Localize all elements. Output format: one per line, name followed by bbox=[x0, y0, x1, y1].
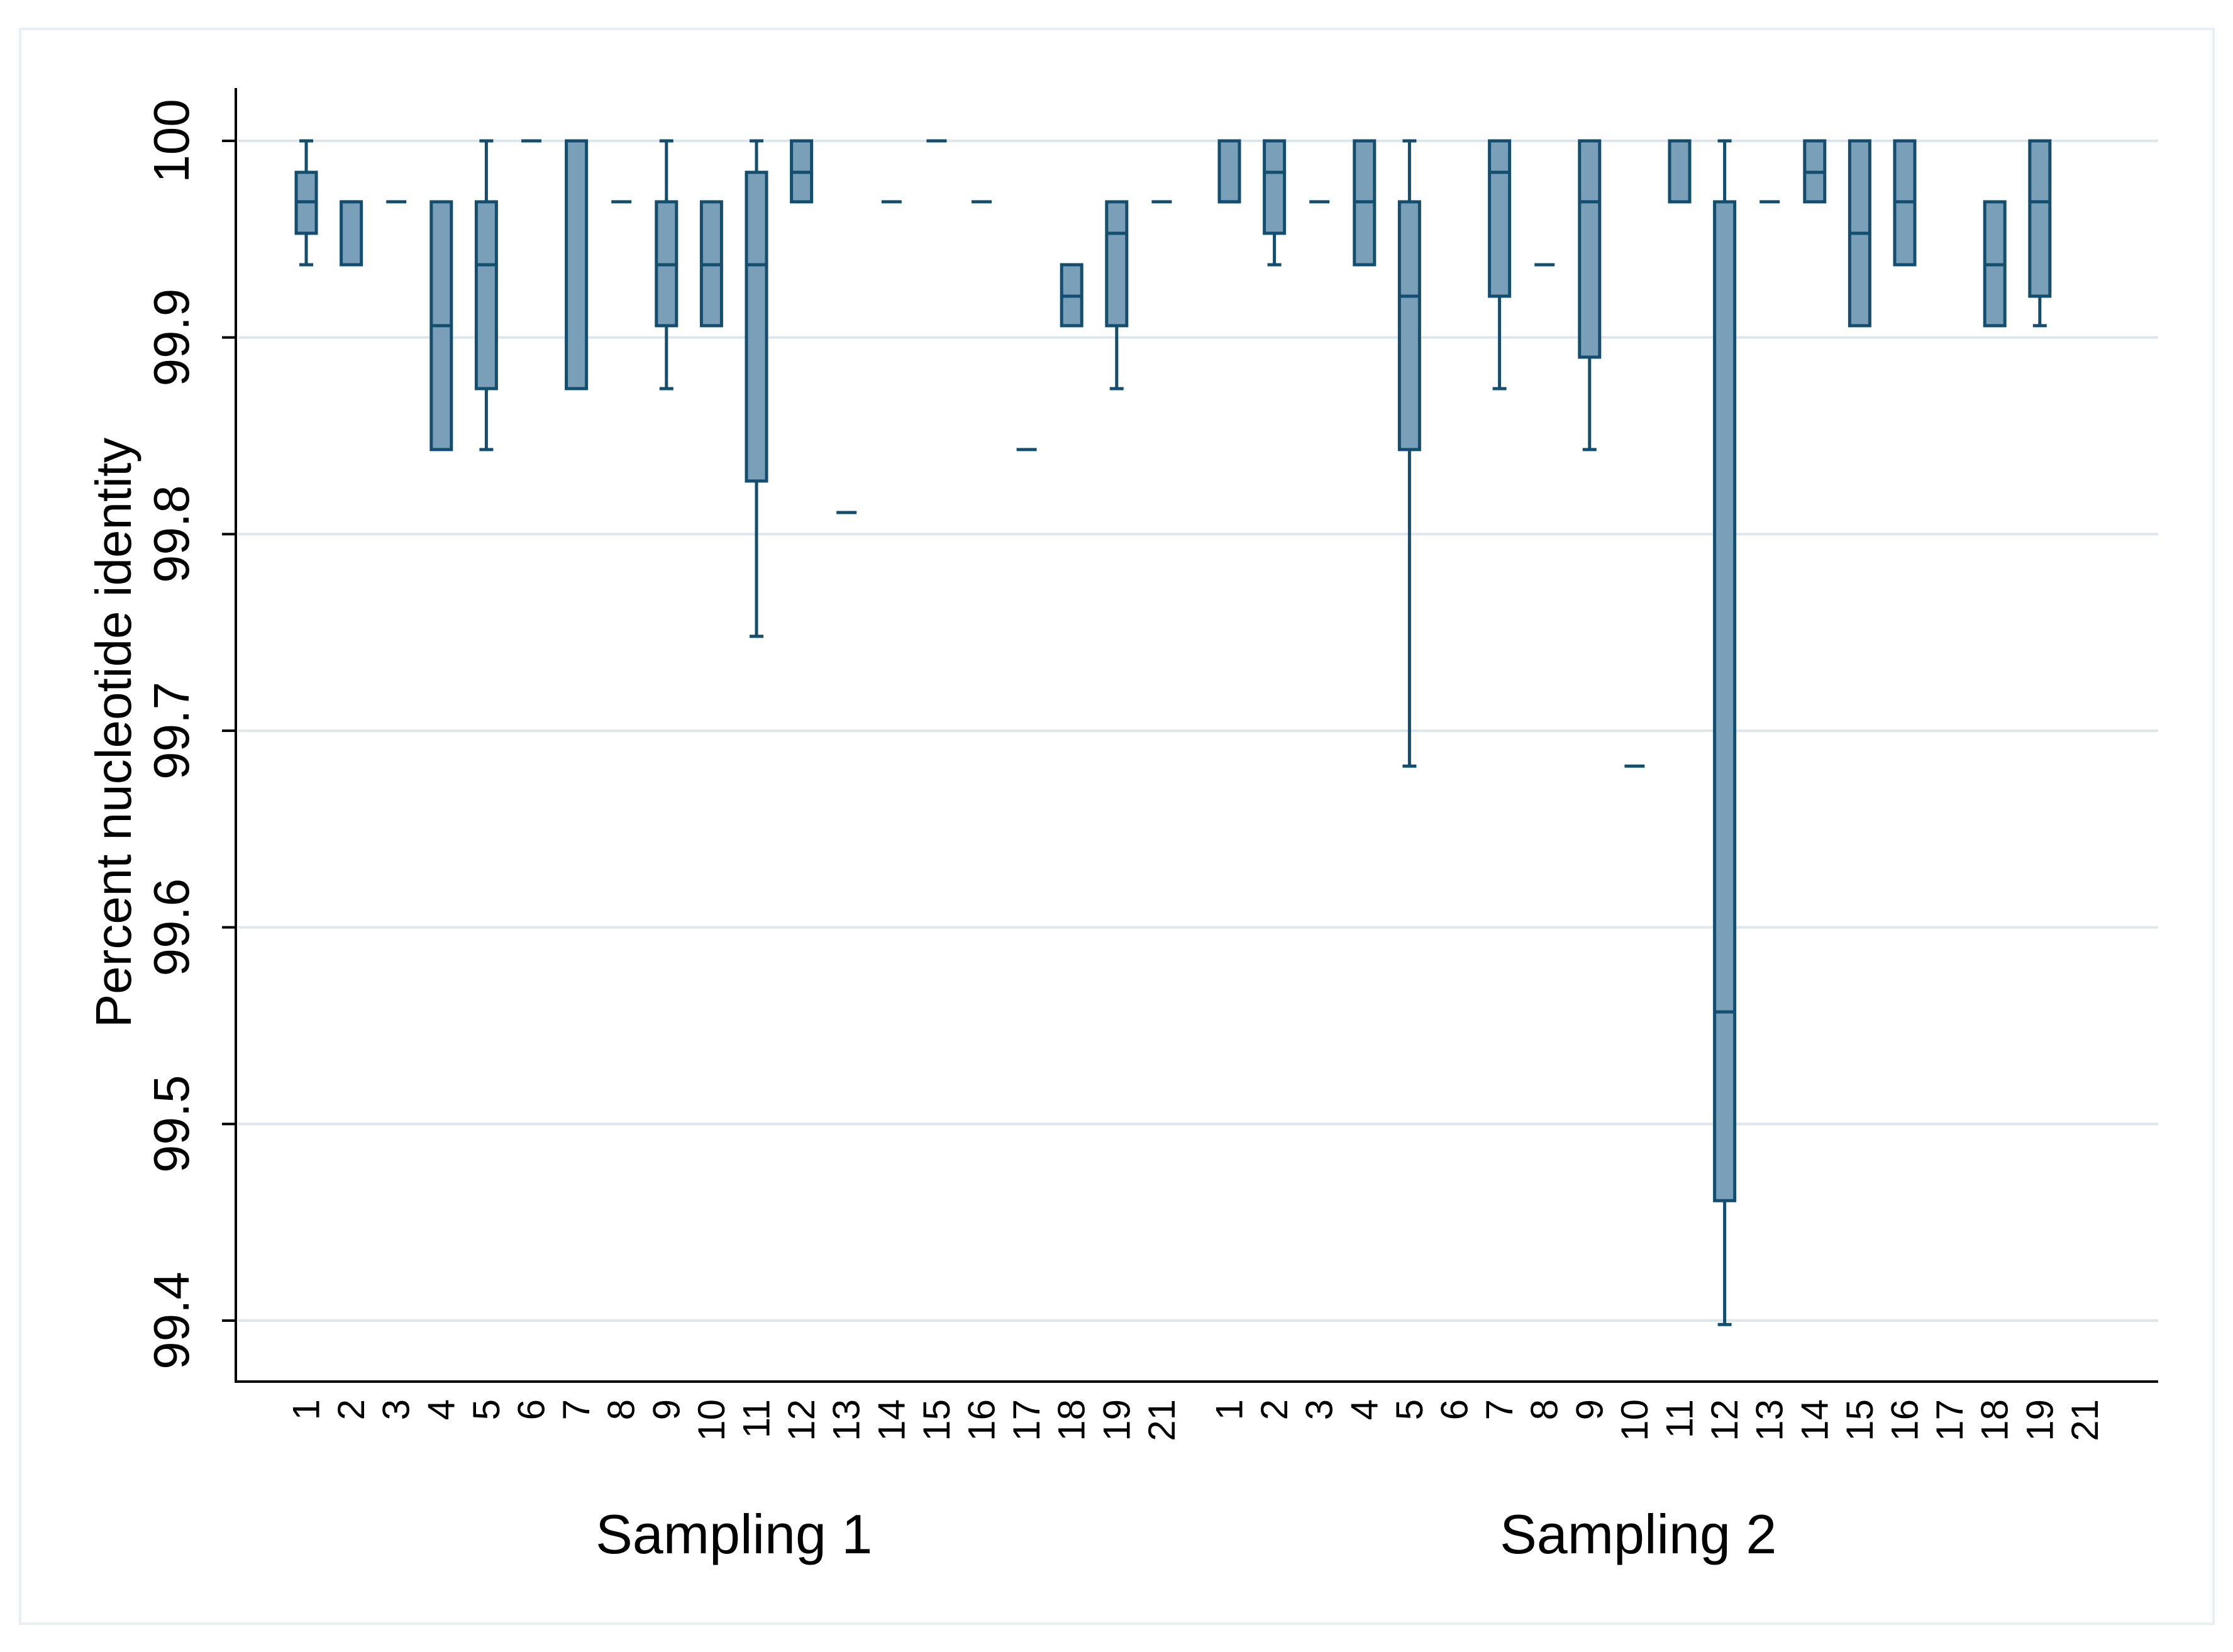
group-label: Sampling 1 bbox=[596, 1503, 872, 1565]
group-label: Sampling 2 bbox=[1500, 1503, 1776, 1565]
x-tick-label: 16 bbox=[1884, 1399, 1926, 1441]
y-tick-label: 100 bbox=[143, 99, 199, 182]
y-tick-label: 99.5 bbox=[143, 1075, 199, 1173]
box-iqr bbox=[565, 139, 589, 391]
box-1-14 bbox=[1803, 139, 1827, 204]
box-1-16 bbox=[1893, 139, 1917, 267]
x-tick-label: 9 bbox=[1568, 1399, 1610, 1420]
box-0-4 bbox=[429, 200, 453, 452]
x-tick-label: 5 bbox=[465, 1399, 507, 1420]
box-0-11 bbox=[745, 139, 768, 638]
box-iqr bbox=[1263, 139, 1287, 235]
box-0-2 bbox=[340, 200, 363, 267]
box-iqr bbox=[1713, 200, 1737, 1202]
x-tick-label: 3 bbox=[375, 1399, 418, 1420]
box-iqr bbox=[474, 200, 498, 391]
x-tick-label: 19 bbox=[2019, 1399, 2061, 1441]
box-1-11 bbox=[1668, 139, 1692, 204]
box-0-10 bbox=[699, 200, 723, 328]
y-tick-label: 99.9 bbox=[143, 289, 199, 387]
box-1-4 bbox=[1353, 139, 1377, 267]
y-tick-label: 99.8 bbox=[143, 485, 199, 583]
x-tick-label: 18 bbox=[1974, 1399, 2016, 1441]
x-tick-label: 9 bbox=[645, 1399, 687, 1420]
x-tick-label: 15 bbox=[916, 1399, 958, 1441]
box-0-19 bbox=[1105, 200, 1129, 391]
box-iqr bbox=[1578, 139, 1602, 359]
x-tick-label: 18 bbox=[1051, 1399, 1093, 1441]
x-tick-label: 14 bbox=[870, 1399, 912, 1441]
box-0-1 bbox=[294, 139, 318, 267]
x-tick-label: 15 bbox=[1839, 1399, 1881, 1441]
box-1-1 bbox=[1217, 139, 1241, 204]
box-1-2 bbox=[1263, 139, 1287, 267]
x-tick-label: 4 bbox=[1343, 1399, 1385, 1420]
x-tick-label: 13 bbox=[1749, 1399, 1791, 1441]
x-tick-label: 6 bbox=[1434, 1399, 1476, 1420]
x-tick-label: 17 bbox=[1006, 1399, 1048, 1441]
x-tick-label: 2 bbox=[1253, 1399, 1295, 1420]
x-tick-label: 4 bbox=[420, 1399, 462, 1420]
box-0-7 bbox=[565, 139, 589, 391]
x-tick-label: 17 bbox=[1929, 1399, 1971, 1441]
x-tick-label: 7 bbox=[1478, 1399, 1521, 1420]
box-1-7 bbox=[1488, 139, 1512, 391]
box-1-19 bbox=[2028, 139, 2052, 328]
x-tick-label: 10 bbox=[1614, 1399, 1656, 1441]
box-iqr bbox=[1217, 139, 1241, 204]
grid-lines bbox=[238, 140, 2158, 1322]
box-iqr bbox=[1668, 139, 1692, 204]
box-iqr bbox=[340, 200, 363, 267]
x-tick-label: 14 bbox=[1793, 1399, 1836, 1441]
x-tick-label: 13 bbox=[826, 1399, 868, 1441]
box-0-18 bbox=[1060, 263, 1083, 328]
x-tick-label: 6 bbox=[511, 1399, 553, 1420]
x-tick-label: 12 bbox=[1704, 1399, 1746, 1441]
box-0-12 bbox=[790, 139, 814, 204]
box-1-12 bbox=[1713, 139, 1737, 1326]
y-tick-label: 99.4 bbox=[143, 1272, 199, 1370]
x-tick-label: 11 bbox=[736, 1399, 778, 1438]
box-iqr bbox=[1488, 139, 1512, 298]
y-tick-label: 99.6 bbox=[143, 879, 199, 977]
x-tick-label: 5 bbox=[1388, 1399, 1431, 1420]
boxes bbox=[294, 139, 2052, 1326]
box-1-15 bbox=[1848, 139, 1871, 328]
x-tick-label: 1 bbox=[285, 1399, 328, 1420]
box-iqr bbox=[1397, 200, 1421, 452]
group-labels: Sampling 1 Sampling 2 bbox=[596, 1503, 1776, 1565]
x-tick-label: 12 bbox=[780, 1399, 823, 1441]
y-tick-label: 99.7 bbox=[143, 682, 199, 780]
axes bbox=[222, 88, 2158, 1383]
box-1-9 bbox=[1578, 139, 1602, 452]
y-tick-labels: 99.4 99.5 99.6 99.7 99.8 99.9 100 bbox=[143, 99, 199, 1370]
x-tick-label: 3 bbox=[1299, 1399, 1341, 1420]
x-tick-label: 1 bbox=[1209, 1399, 1251, 1420]
box-iqr bbox=[1105, 200, 1129, 328]
x-tick-label: 8 bbox=[1524, 1399, 1566, 1420]
box-1-18 bbox=[1983, 200, 2007, 328]
box-0-5 bbox=[474, 139, 498, 452]
x-tick-label: 21 bbox=[2064, 1399, 2106, 1441]
y-axis-title: Percent nucleotide identity bbox=[86, 438, 141, 1028]
x-tick-label: 21 bbox=[1141, 1399, 1183, 1441]
x-tick-labels: 1 2 3 4 5 6 7 8 9 10 11 12 13 14 15 16 17 18 19 21 1 2 3 4 5 6 7 8 9… bbox=[285, 1399, 2106, 1441]
box-iqr bbox=[2028, 139, 2052, 298]
x-tick-label: 16 bbox=[961, 1399, 1003, 1441]
x-tick-label: 19 bbox=[1095, 1399, 1138, 1441]
box-0-9 bbox=[655, 139, 679, 391]
x-tick-label: 7 bbox=[555, 1399, 597, 1420]
box-1-5 bbox=[1397, 139, 1421, 768]
x-tick-label: 2 bbox=[330, 1399, 372, 1420]
x-tick-label: 8 bbox=[601, 1399, 643, 1420]
x-tick-label: 10 bbox=[690, 1399, 733, 1441]
x-tick-label: 11 bbox=[1659, 1399, 1701, 1438]
box-iqr bbox=[745, 170, 768, 483]
